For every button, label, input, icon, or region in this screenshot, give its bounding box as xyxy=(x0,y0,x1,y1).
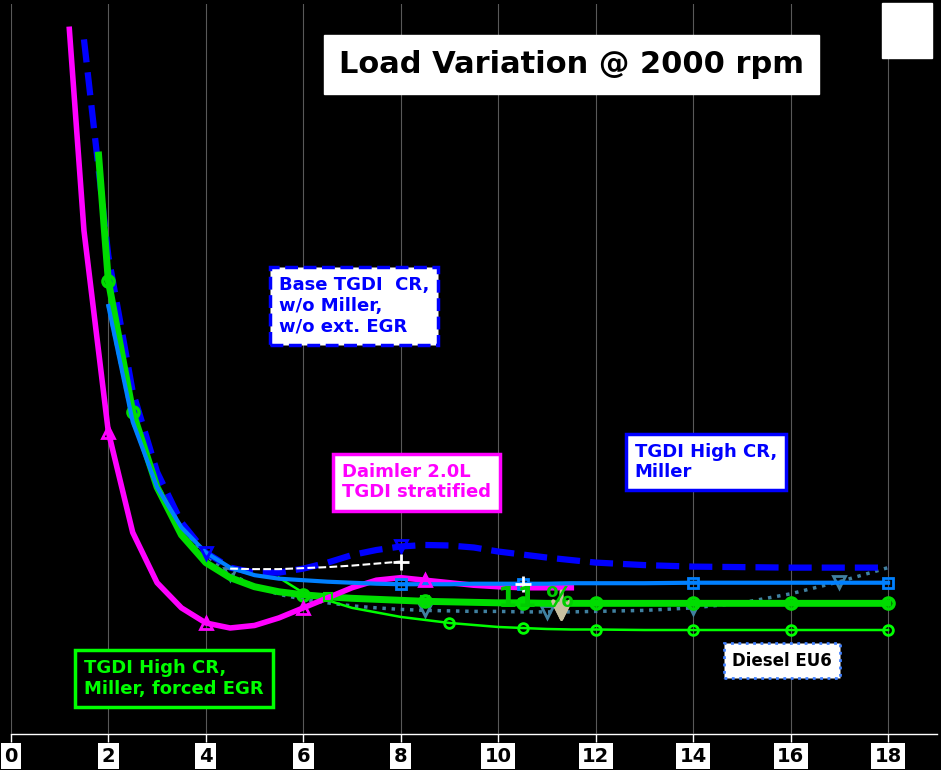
FancyArrowPatch shape xyxy=(553,591,570,620)
Text: TGDI High CR,
Miller, forced EGR: TGDI High CR, Miller, forced EGR xyxy=(84,659,263,698)
Text: TGDI High CR,
Miller: TGDI High CR, Miller xyxy=(634,443,777,481)
Text: Daimler 2.0L
TGDI stratified: Daimler 2.0L TGDI stratified xyxy=(343,463,491,501)
Text: Load Variation @ 2000 rpm: Load Variation @ 2000 rpm xyxy=(339,50,804,79)
Text: Diesel EU6: Diesel EU6 xyxy=(732,651,832,670)
Text: Base TGDI  CR,
w/o Miller,
w/o ext. EGR: Base TGDI CR, w/o Miller, w/o ext. EGR xyxy=(279,276,429,336)
Text: 11 %: 11 % xyxy=(498,584,574,613)
